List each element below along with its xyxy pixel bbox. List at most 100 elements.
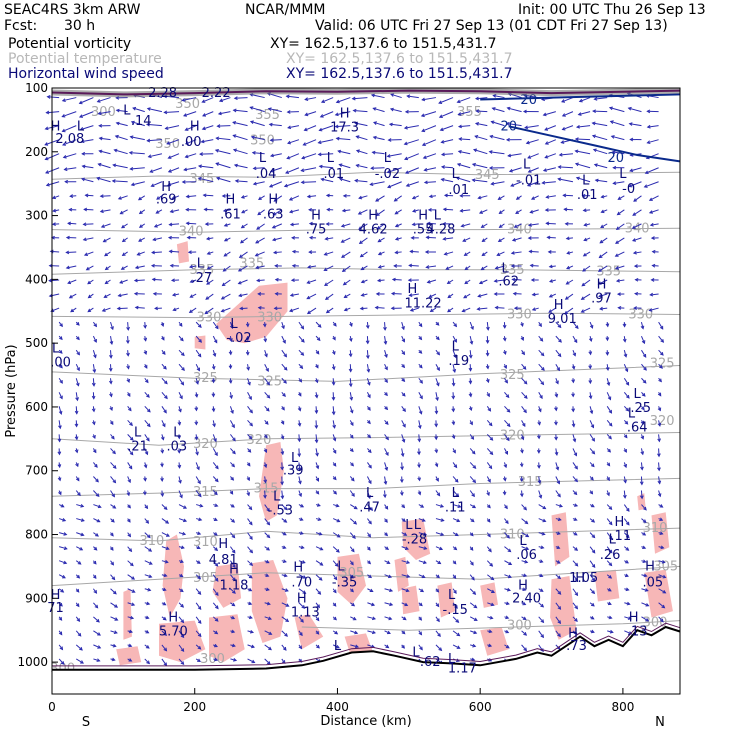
wind-vector-head [130,182,135,187]
wind-vector [641,588,648,592]
wind-vector [219,97,231,102]
wind-vector-head [446,280,451,285]
wind-vector-head [651,249,656,254]
wind-vector-head [527,155,532,159]
wind-vector-head [349,337,353,343]
wind-vector-head [285,618,290,622]
wind-vector [387,153,402,157]
wind-vector [504,448,508,455]
wind-vector [164,111,180,114]
wind-vector-head [605,323,610,328]
wind-vector [401,420,406,428]
wind-vector-head [443,251,448,256]
wind-vector [478,195,488,199]
pv-extremum-label: L [384,151,392,166]
field-name-wind: Horizontal wind speed [8,66,164,82]
wind-vector-head [376,278,381,283]
wind-vector [444,251,454,255]
wind-vector-head [63,560,68,565]
wind-vector-head [368,574,373,579]
wind-vector-head [181,98,186,102]
wind-vector-head [282,559,287,563]
wind-vector [515,209,522,214]
wind-vector [273,209,283,216]
wind-vector-head [404,170,409,174]
wind-vector [59,546,67,550]
wind-vector-head [44,156,49,161]
wind-vector-head [194,436,199,441]
wind-vector-head [608,615,613,620]
wind-vector-head [593,96,598,101]
wind-vector-head [401,338,405,343]
wind-vector [332,560,339,567]
wind-vector-head [335,99,340,104]
wind-vector-head [110,561,114,566]
wind-vector-head [426,280,431,284]
wind-vector-head [573,517,578,521]
wind-vector [572,335,578,343]
wind-vector-head [541,180,546,185]
wind-vector [353,109,368,113]
wind-vector-head [588,380,593,385]
wind-vector-head [420,588,425,593]
wind-vector-head [404,156,409,161]
wind-vector-head [358,240,363,244]
wind-vector-head [418,631,423,636]
wind-vector-head [280,466,285,471]
wind-vector [298,476,301,484]
wind-vector-head [660,618,664,623]
wind-vector [127,462,133,469]
pv-extremum-label: .69 [156,193,177,208]
wind-vector [581,279,591,287]
wind-vector-head [266,546,271,551]
wind-vector-head [628,183,633,188]
wind-vector-head [314,410,319,415]
wind-vector-head [180,661,185,665]
wind-vector [281,490,284,499]
wind-vector-head [76,618,81,623]
wind-vector-head [401,326,405,331]
wind-vector-head [57,438,62,443]
pv-extremum-label: -.53 [268,503,293,518]
wind-vector-head [490,576,495,581]
wind-vector [195,602,202,610]
wind-vector [401,321,405,330]
wind-vector-head [626,394,630,399]
wind-vector [650,293,659,296]
wind-vector-head [560,140,565,144]
wind-vector-head [351,602,356,607]
wind-vector [195,616,202,624]
wind-vector-head [289,222,294,227]
wind-vector-head [628,631,633,635]
pv-extremum-label: H [229,563,239,578]
wind-vector-head [281,325,285,330]
wind-vector-head [657,407,662,412]
wind-vector-head [575,176,580,181]
pv-shade-region [251,560,288,643]
wind-vector-head [542,518,547,523]
wind-vector-head [590,503,595,508]
pv-extremum-label: .64 [627,420,648,435]
wind-vector [391,293,402,295]
wind-vector-head [95,618,100,623]
wind-vector-head [280,451,285,456]
wind-vector-head [452,368,457,374]
wind-vector [375,306,385,309]
wind-vector-head [146,394,150,398]
wind-vector [606,378,610,386]
wind-vector-head [422,560,427,565]
wind-vector-head [287,140,292,145]
wind-vector [332,546,340,553]
wind-vector-head [355,163,360,168]
wind-vector-head [401,364,406,369]
wind-vector [93,644,101,649]
wind-vector-head [214,503,219,507]
wind-vector-head [545,195,550,199]
wind-vector-head [245,351,250,356]
wind-vector [218,111,231,115]
wind-vector-head [257,211,262,216]
y-axis-tick-label: 200 [25,145,48,159]
wind-vector-head [405,183,410,187]
y-axis-tick-label: 100 [25,81,48,95]
pv-extremum-label: H [293,561,303,576]
